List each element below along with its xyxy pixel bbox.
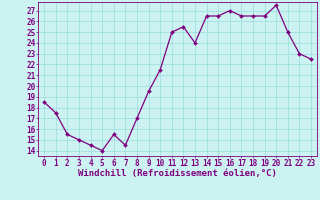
- X-axis label: Windchill (Refroidissement éolien,°C): Windchill (Refroidissement éolien,°C): [78, 169, 277, 178]
